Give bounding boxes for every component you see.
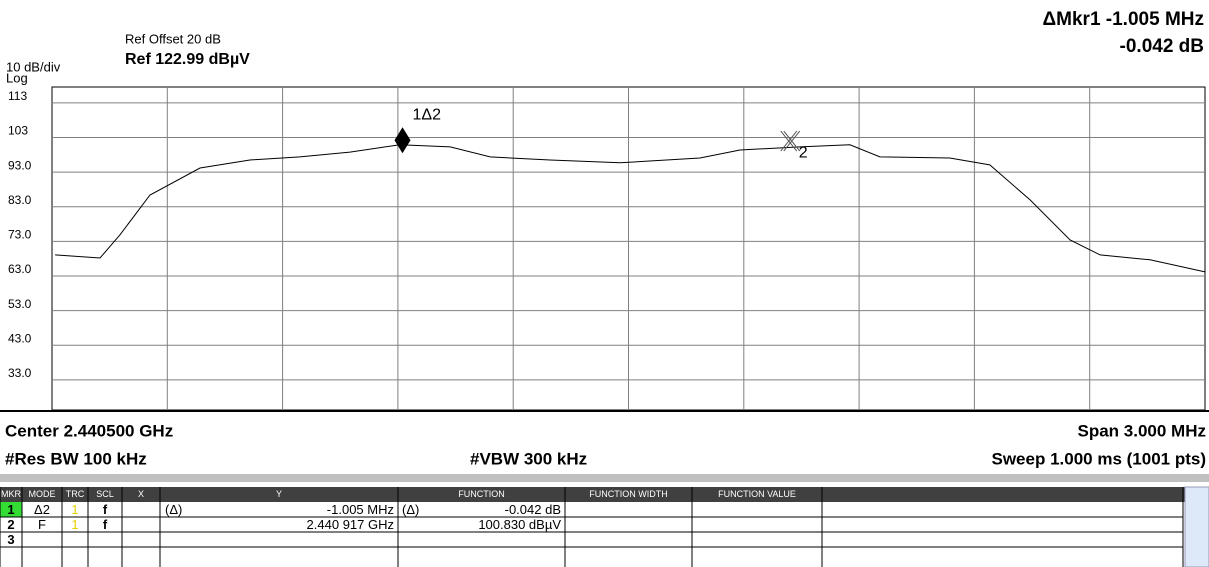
center-freq: Center 2.440500 GHz	[5, 421, 173, 440]
res-bw: #Res BW 100 kHz	[5, 449, 147, 468]
cell-y: 100.830 dBµV	[478, 517, 561, 532]
marker-table: MKR MODE TRC SCL X Y FUNCTION FUNCTION WIDTH FUN…	[0, 486, 1209, 567]
cell-x-prefix: (Δ)	[165, 502, 182, 517]
cell-trc: 1	[71, 502, 78, 517]
plot-bottom	[0, 410, 1209, 412]
column-header: FUNCTION VALUE	[718, 489, 796, 499]
y-tick-label: 53.0	[8, 297, 32, 311]
cell-x: 2.440 917 GHz	[307, 517, 394, 532]
y-tick-label: 73.0	[8, 228, 32, 242]
cell-x: -1.005 MHz	[327, 502, 394, 517]
y-tick-label: 113	[8, 89, 27, 103]
table-header-bg	[0, 487, 1209, 502]
cell-trc: 1	[71, 517, 78, 532]
y-tick-label: 33.0	[8, 366, 32, 380]
column-header: X	[138, 489, 144, 499]
scale: 10 dB/div	[6, 59, 61, 74]
trace	[55, 144, 1206, 273]
scale-type: Log	[6, 70, 28, 85]
column-header: MODE	[29, 489, 56, 499]
ref-offset: Ref Offset 20 dB	[125, 31, 221, 46]
marker-label: 2	[799, 144, 808, 161]
y-tick-label: 63.0	[8, 262, 32, 276]
cell-mkr: 3	[7, 532, 14, 547]
span: Span 3.000 MHz	[1078, 421, 1207, 440]
column-header: SCL	[96, 489, 114, 499]
marker-readout: ΔMkr1 -1.005 MHz	[1043, 9, 1205, 30]
table-body-bg	[0, 502, 1209, 567]
cell-scl: f	[103, 502, 108, 517]
cell-mkr: 1	[7, 502, 14, 517]
column-header: TRC	[66, 489, 85, 499]
column-header: FUNCTION WIDTH	[589, 489, 668, 499]
cell-y-prefix: (Δ)	[402, 502, 419, 517]
cell-y: -0.042 dB	[505, 502, 561, 517]
marker-label: 1Δ2	[413, 106, 442, 123]
y-tick-label: 93.0	[8, 158, 32, 172]
cell-mkr: 2	[7, 517, 14, 532]
column-header: FUNCTION	[458, 489, 505, 499]
y-tick-label: 103	[8, 124, 28, 138]
cell-mode: F	[38, 517, 46, 532]
plot: 113 103 93.0 83.0 73.0 63.0 53.0 43.0 33.0 1Δ2 2	[8, 87, 1206, 410]
vbw: #VBW 300 kHz	[470, 449, 587, 468]
marker	[780, 130, 801, 152]
active-marker-cell	[0, 502, 22, 517]
marker-delta: -0.042 dB	[1120, 36, 1204, 57]
column-header: Y	[276, 489, 282, 499]
column-header: MKR	[1, 489, 22, 499]
marker	[394, 127, 411, 154]
scrollbar	[1184, 486, 1209, 567]
y-tick-label: 83.0	[8, 193, 32, 207]
y-tick-label: 43.0	[8, 331, 32, 345]
ref-level: Ref 122.99 dBµV	[125, 51, 250, 68]
cell-scl: f	[103, 517, 108, 532]
separator	[0, 474, 1209, 482]
sweep: Sweep 1.000 ms (1001 pts)	[991, 449, 1206, 468]
cell-mode: Δ2	[34, 502, 50, 517]
